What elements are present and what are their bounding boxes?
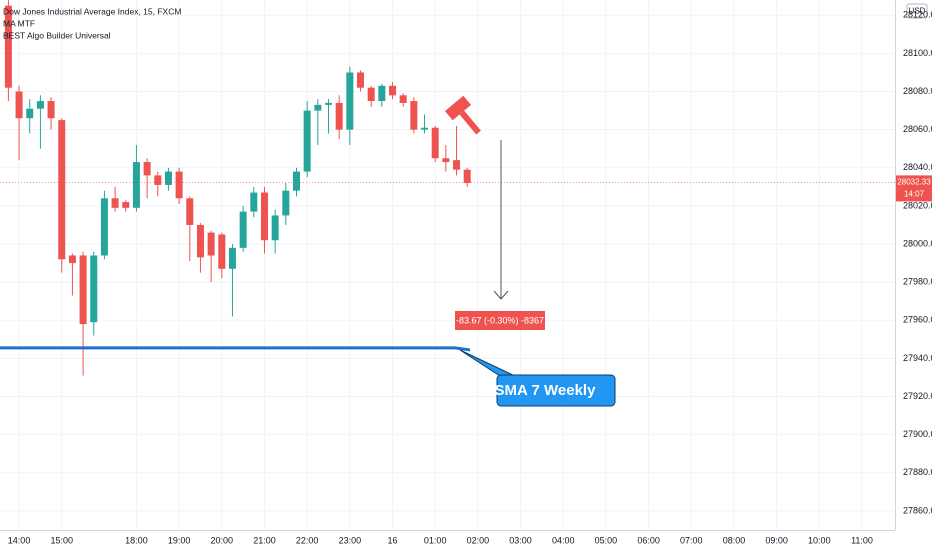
y-tick-label: 27960.00: [903, 315, 932, 325]
x-tick-label: 20:00: [211, 535, 234, 545]
price-change-label: -83.67 (-0.30%) -8367: [456, 315, 544, 325]
x-tick-label: 16: [388, 535, 398, 545]
candle-body: [207, 232, 215, 256]
x-tick-label: 03:00: [509, 535, 532, 545]
indicator-label: BEST Algo Builder Universal: [3, 30, 111, 40]
candle-body: [239, 211, 247, 248]
x-tick-label: 21:00: [253, 535, 276, 545]
x-tick-label: 07:00: [680, 535, 703, 545]
candle-body: [389, 85, 397, 96]
candle-body: [463, 169, 471, 184]
x-tick-label: 22:00: [296, 535, 319, 545]
candle-body: [79, 255, 87, 325]
candle-body: [36, 101, 44, 109]
y-tick-label: 28040.00: [903, 162, 932, 172]
chart-title: Dow Jones Industrial Average Index, 15, …: [3, 6, 181, 16]
candle-body: [378, 85, 386, 102]
candle-body: [335, 102, 343, 130]
candle-body: [453, 160, 461, 170]
x-tick-label: 14:00: [8, 535, 31, 545]
candle-body: [421, 127, 429, 130]
candle-body: [175, 171, 183, 199]
hammer-icon: [444, 95, 481, 135]
x-tick-label: 18:00: [125, 535, 148, 545]
currency[interactable]: USD: [909, 7, 926, 16]
x-tick-label: 06:00: [637, 535, 660, 545]
candle-body: [196, 224, 204, 258]
candle-body: [47, 101, 55, 119]
candle-body: [218, 234, 226, 269]
candle-body: [346, 72, 354, 130]
y-tick-label: 27980.00: [903, 277, 932, 287]
candle-body: [15, 91, 23, 119]
x-tick-label: 01:00: [424, 535, 447, 545]
y-tick-label: 28100.00: [903, 48, 932, 58]
candle-body: [325, 102, 332, 105]
currency-box[interactable]: [906, 3, 928, 19]
y-tick-label: 27920.00: [903, 391, 932, 401]
x-tick-label: 08:00: [723, 535, 746, 545]
price-change-box: [455, 311, 545, 330]
sma-label: SMA 7 Weekly: [495, 382, 597, 399]
candle-body: [303, 110, 311, 172]
y-tick-label: 27880.00: [903, 467, 932, 477]
candle-body: [399, 95, 407, 103]
countdown-label: 14:07: [904, 190, 925, 199]
y-tick-label: 27940.00: [903, 353, 932, 363]
x-tick-label: 15:00: [50, 535, 73, 545]
y-tick-label: 27860.00: [903, 505, 932, 515]
candle-body: [250, 192, 258, 212]
y-tick-label: 28080.00: [903, 86, 932, 96]
x-tick-label: 05:00: [595, 535, 618, 545]
price-tag: [896, 175, 932, 202]
y-tick-label: 28020.00: [903, 200, 932, 210]
candle-body: [442, 158, 450, 163]
x-tick-label: 04:00: [552, 535, 575, 545]
candle-body: [26, 108, 34, 119]
x-tick-label: 11:00: [851, 535, 873, 545]
y-tick-label: 28000.00: [903, 238, 932, 248]
y-tick-label: 27900.00: [903, 429, 932, 439]
x-tick-label: 19:00: [168, 535, 191, 545]
candle-body: [68, 255, 76, 264]
candle-body: [58, 120, 66, 260]
candle-body: [154, 175, 162, 185]
candle-body: [292, 171, 300, 191]
grid: [0, 0, 895, 530]
arrow-head: [493, 290, 509, 300]
y-tick-label: 28060.00: [903, 124, 932, 134]
candle-body: [367, 87, 375, 102]
candle-body: [410, 101, 418, 130]
y-tick-label: 28120.00: [903, 10, 932, 20]
x-tick-label: 09:00: [765, 535, 788, 545]
candle-body: [431, 127, 439, 159]
candle-body: [228, 247, 236, 269]
candle-body: [111, 198, 119, 208]
candle-body: [271, 215, 279, 241]
candle-body: [260, 192, 268, 241]
candle-body: [143, 162, 151, 176]
callout-box: [496, 374, 616, 407]
candle-body: [132, 162, 140, 208]
candle-body: [282, 190, 290, 216]
candle-body: [100, 198, 108, 256]
candle-body: [4, 5, 12, 88]
indicator-label: MA MTF: [3, 18, 35, 28]
price-tag-label: 28032.33: [897, 178, 931, 187]
x-tick-label: 10:00: [808, 535, 831, 545]
x-tick-label: 02:00: [467, 535, 490, 545]
plot: [0, 0, 895, 376]
candle-body: [314, 104, 322, 111]
candle-body: [186, 198, 194, 225]
sma-line: [0, 346, 471, 352]
candle-body: [164, 171, 172, 185]
candle-body: [90, 255, 98, 323]
x-tick-label: 23:00: [339, 535, 362, 545]
candle-body: [357, 72, 365, 88]
candle-body: [122, 202, 130, 208]
